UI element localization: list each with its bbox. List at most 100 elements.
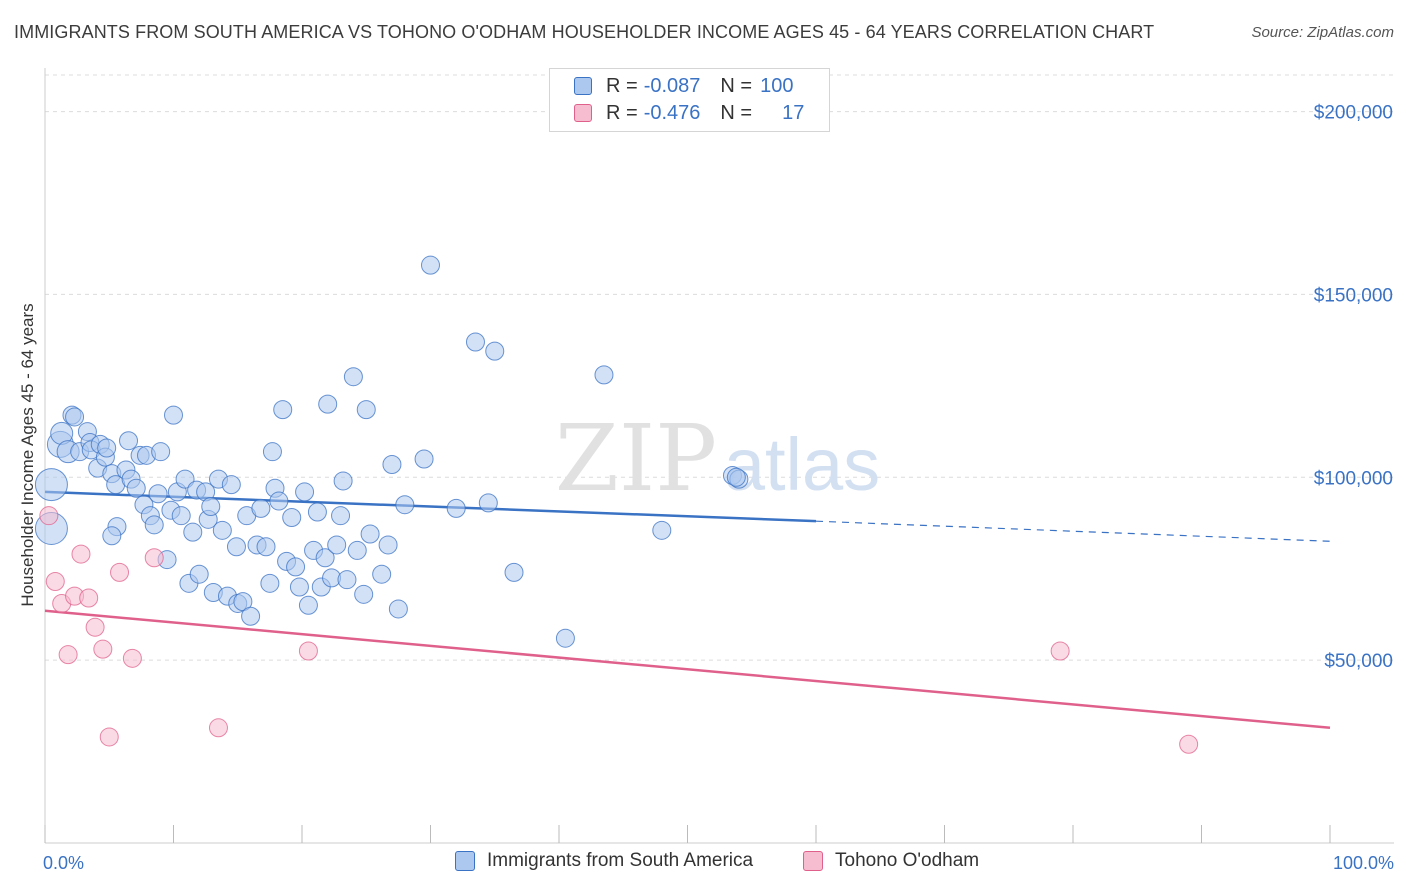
series-name-immigrants: Immigrants from South America [487,850,754,871]
data-point-s0-76 [337,570,357,590]
data-point-s0-14 [97,438,117,458]
legend-n-label: N = [720,101,753,124]
y-tick-label-0: $50,000 [1324,651,1393,672]
data-point-s1-5 [71,544,91,564]
data-point-s0-47 [221,475,241,495]
data-point-s0-86 [395,495,415,515]
data-point-s0-95 [594,365,614,385]
data-point-s0-0 [34,468,68,502]
data-point-s0-68 [307,502,327,522]
grid-lines [45,74,1394,661]
source-label: Source: ZipAtlas.com [1251,24,1394,41]
y-axis-label: Householder Income Ages 45 - 64 years [18,303,37,607]
data-point-s0-89 [446,498,466,518]
data-point-s0-50 [233,592,253,612]
series-legend-item-tohono: Tohono O'odham [803,850,979,872]
data-point-s0-63 [286,557,306,577]
data-point-s0-29 [151,442,171,462]
watermark-zip: ZIP [555,405,717,512]
data-point-s0-60 [273,400,293,420]
legend-n-value-blue: 100 [760,74,794,97]
data-point-s0-37 [183,522,203,542]
y-tick-label-3: $200,000 [1314,103,1393,124]
data-point-s0-71 [318,394,338,414]
data-point-s0-34 [171,506,191,526]
data-point-s0-22 [126,478,146,498]
trend-line-1 [44,609,1331,730]
data-point-s0-55 [256,537,276,557]
data-point-s0-75 [333,471,353,491]
data-point-s0-99 [726,467,746,487]
data-point-s0-66 [298,595,318,615]
legend-r-label: R = [606,101,638,124]
data-point-s0-27 [144,515,164,535]
data-point-s0-70 [315,548,335,568]
series-swatch-pink [803,851,823,871]
data-point-s0-90 [465,332,485,352]
series-legend-item-immigrants: Immigrants from South America [455,850,753,872]
data-points [34,255,1199,754]
x-tick-label-end: 100.0% [1333,853,1394,873]
data-point-s0-80 [356,400,376,420]
data-point-s1-8 [93,639,113,659]
watermark: ZIP atlas [555,405,880,512]
data-point-s0-93 [504,562,524,582]
data-point-s0-83 [378,535,398,555]
legend-swatch-blue [574,77,592,95]
data-point-s1-14 [298,641,318,661]
data-point-s0-78 [347,540,367,560]
data-point-s1-10 [110,562,130,582]
data-point-s1-9 [99,727,119,747]
data-point-s1-15 [1050,641,1070,661]
data-point-s0-42 [201,497,221,517]
series-legend: Immigrants from South America Tohono O'o… [0,850,1406,878]
legend-r-value-blue: -0.087 [643,74,701,97]
data-point-s0-74 [331,506,351,526]
data-point-s0-87 [414,449,434,469]
data-point-s0-48 [226,537,246,557]
data-point-s0-20 [119,431,139,451]
data-point-s1-1 [45,572,65,592]
data-point-s1-7 [85,617,105,637]
data-point-s0-82 [372,564,392,584]
legend-swatch-pink [574,104,592,122]
data-point-s0-52 [241,606,261,626]
data-point-s0-35 [175,469,195,489]
legend-r-label: R = [606,74,638,97]
data-point-s0-39 [189,564,209,584]
data-point-s1-13 [208,718,228,738]
data-point-s1-12 [144,548,164,568]
series-name-tohono: Tohono O'odham [835,850,980,871]
data-point-s0-64 [289,577,309,597]
chart-title: IMMIGRANTS FROM SOUTH AMERICA VS TOHONO … [14,22,1155,42]
data-point-s0-62 [282,508,302,528]
data-point-s1-6 [79,588,99,608]
data-point-s0-94 [555,628,575,648]
data-point-s1-0 [39,506,59,526]
data-point-s0-92 [485,341,505,361]
stats-legend: R = -0.087 N = 100 R = -0.476 N = 17 [549,68,830,132]
data-point-s0-88 [421,255,440,275]
trend-extension-0 [815,520,1331,542]
legend-row-blue: R = -0.087 N = 100 [574,73,793,99]
data-point-s0-73 [327,535,347,555]
watermark-atlas: atlas [724,423,880,506]
legend-n-label: N = [720,74,753,97]
data-point-s0-59 [269,491,289,511]
data-point-s0-18 [102,526,122,546]
legend-n-value-pink: 17 [782,101,805,124]
y-tick-label-1: $100,000 [1314,468,1393,489]
data-point-s0-65 [295,482,315,502]
data-point-s0-85 [388,599,408,619]
data-point-s0-81 [360,524,380,544]
tick-labels: $50,000 $100,000 $150,000 $200,000 0.0% 100.0… [43,103,1394,873]
series-swatch-blue [455,851,475,871]
y-tick-label-2: $150,000 [1314,285,1393,306]
data-point-s0-57 [262,442,282,462]
data-point-s0-32 [164,405,183,425]
legend-r-value-pink: -0.476 [643,101,701,124]
data-point-s1-16 [1179,734,1199,754]
data-point-s0-6 [65,407,85,427]
legend-row-pink: R = -0.476 N = 17 [574,100,804,126]
